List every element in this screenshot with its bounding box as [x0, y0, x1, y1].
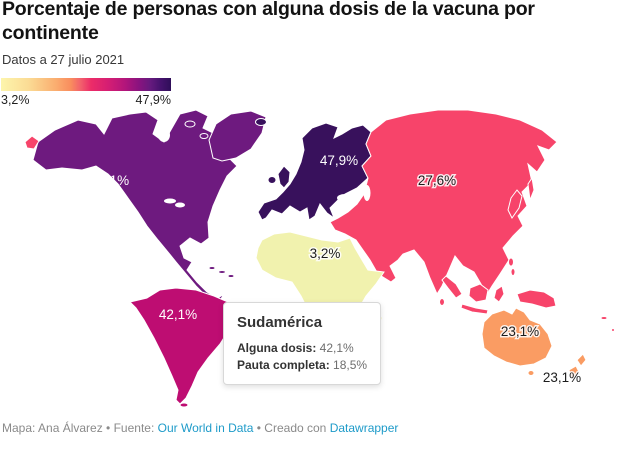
chukotka[interactable]: [24, 135, 40, 150]
tierra-del-fuego[interactable]: [179, 402, 189, 408]
caribbean-island[interactable]: [208, 266, 216, 270]
java[interactable]: [460, 303, 489, 315]
pacific-island[interactable]: [611, 328, 615, 332]
page-title: Porcentaje de personas con alguna dosis …: [2, 0, 535, 44]
tooltip-row-label: Pauta completa:: [237, 358, 330, 372]
world-map: 47,1% 47,9% 27,6% 3,2% 42,1% 23,1% 23,1%: [0, 108, 622, 418]
greenland[interactable]: [208, 110, 267, 162]
footer-attribution: Mapa: Ana Álvarez • Fuente: Our World in…: [2, 421, 398, 435]
philippines[interactable]: [508, 257, 514, 267]
legend-labels: 3,2% 47,9%: [1, 93, 171, 107]
arctic-island[interactable]: [199, 133, 209, 139]
sakhalin[interactable]: [527, 176, 535, 201]
legend-max-label: 47,9%: [135, 93, 171, 107]
legend-gradient-bar: [1, 78, 171, 91]
tooltip-row-value: 18,5%: [329, 358, 368, 372]
new-zealand-south[interactable]: [568, 365, 580, 382]
ireland[interactable]: [267, 176, 277, 184]
map-value-label-africa: 3,2%: [310, 246, 341, 261]
tooltip-row-label: Alguna dosis:: [237, 341, 317, 355]
borneo[interactable]: [468, 283, 489, 303]
continent-asia[interactable]: [329, 109, 558, 298]
arctic-island[interactable]: [184, 120, 196, 128]
map-value-label-europe: 47,9%: [320, 153, 358, 168]
great-britain[interactable]: [277, 165, 291, 189]
caribbean-island[interactable]: [218, 270, 226, 274]
continent-europe[interactable]: [257, 122, 372, 221]
iceland[interactable]: [255, 118, 267, 126]
footer-created-with: • Creado con: [253, 421, 330, 435]
great-lakes: [175, 202, 185, 208]
continent-south-america[interactable]: [129, 287, 237, 405]
map-value-label-oceania-2: 23,1%: [543, 370, 581, 385]
black-sea: [337, 194, 353, 202]
new-zealand-north[interactable]: [576, 353, 587, 367]
source-link[interactable]: Our World in Data: [157, 421, 254, 435]
hudson-bay: [158, 128, 170, 142]
tooltip-row-first-dose: Alguna dosis: 42,1%: [237, 340, 367, 357]
map-value-label-north-america: 47,1%: [91, 173, 129, 188]
tooltip-title: Sudamérica: [237, 314, 323, 331]
footer-credit: Mapa: Ana Álvarez • Fuente:: [2, 421, 158, 435]
new-guinea[interactable]: [516, 289, 557, 309]
continent-australia[interactable]: [481, 307, 553, 367]
great-lakes: [164, 198, 176, 204]
map-value-label-oceania: 23,1%: [501, 324, 539, 339]
philippines[interactable]: [510, 268, 516, 276]
tasmania[interactable]: [527, 370, 535, 376]
sulawesi[interactable]: [493, 285, 505, 303]
caribbean-island[interactable]: [227, 274, 235, 278]
map-value-label-asia: 27,6%: [418, 173, 456, 188]
sumatra[interactable]: [441, 275, 463, 299]
tooltip-row-full-dose: Pauta completa: 18,5%: [237, 357, 367, 374]
tooltip: Sudamérica Alguna dosis: 42,1% Pauta com…: [223, 302, 382, 385]
page-subtitle: Datos a 27 julio 2021: [2, 52, 125, 67]
tooltip-row-value: 42,1%: [316, 341, 354, 355]
legend-min-label: 3,2%: [1, 93, 30, 107]
japan[interactable]: [507, 189, 523, 219]
map-value-label-south-america: 42,1%: [159, 307, 197, 322]
datawrapper-link[interactable]: Datawrapper: [329, 421, 399, 435]
new-caledonia[interactable]: [600, 316, 608, 320]
sri-lanka[interactable]: [439, 298, 445, 306]
caspian-sea: [363, 185, 371, 201]
continent-north-america[interactable]: [32, 109, 238, 303]
